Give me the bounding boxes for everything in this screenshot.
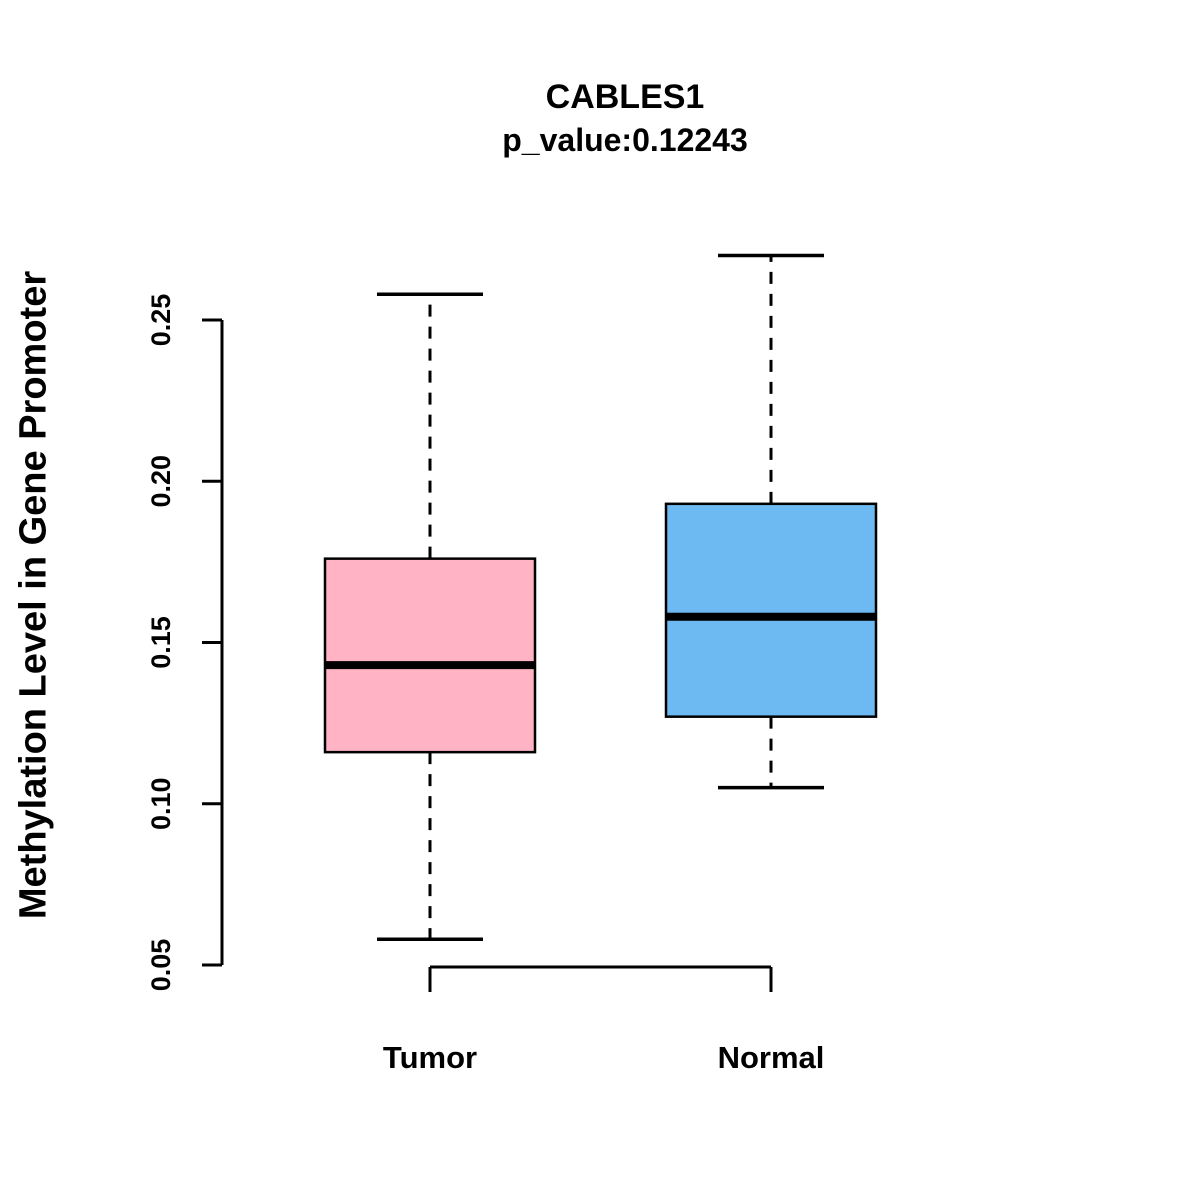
y-tick-label: 0.10 <box>146 777 176 830</box>
box-normal <box>664 502 878 718</box>
box-tumor <box>323 557 537 754</box>
x-tick-label-tumor: Tumor <box>382 1040 478 1075</box>
chart-subtitle-pvalue: p_value:0.12243 <box>502 122 748 158</box>
y-tick-label: 0.20 <box>146 455 176 508</box>
chart-title: CABLES1 <box>545 78 705 116</box>
x-tick-label-normal: Normal <box>717 1040 825 1075</box>
y-tick-label: 0.15 <box>146 616 176 669</box>
y-axis-label: Methylation Level in Gene Promoter <box>12 270 55 920</box>
y-tick-label: 0.25 <box>146 294 176 347</box>
y-tick-label: 0.05 <box>146 939 176 992</box>
